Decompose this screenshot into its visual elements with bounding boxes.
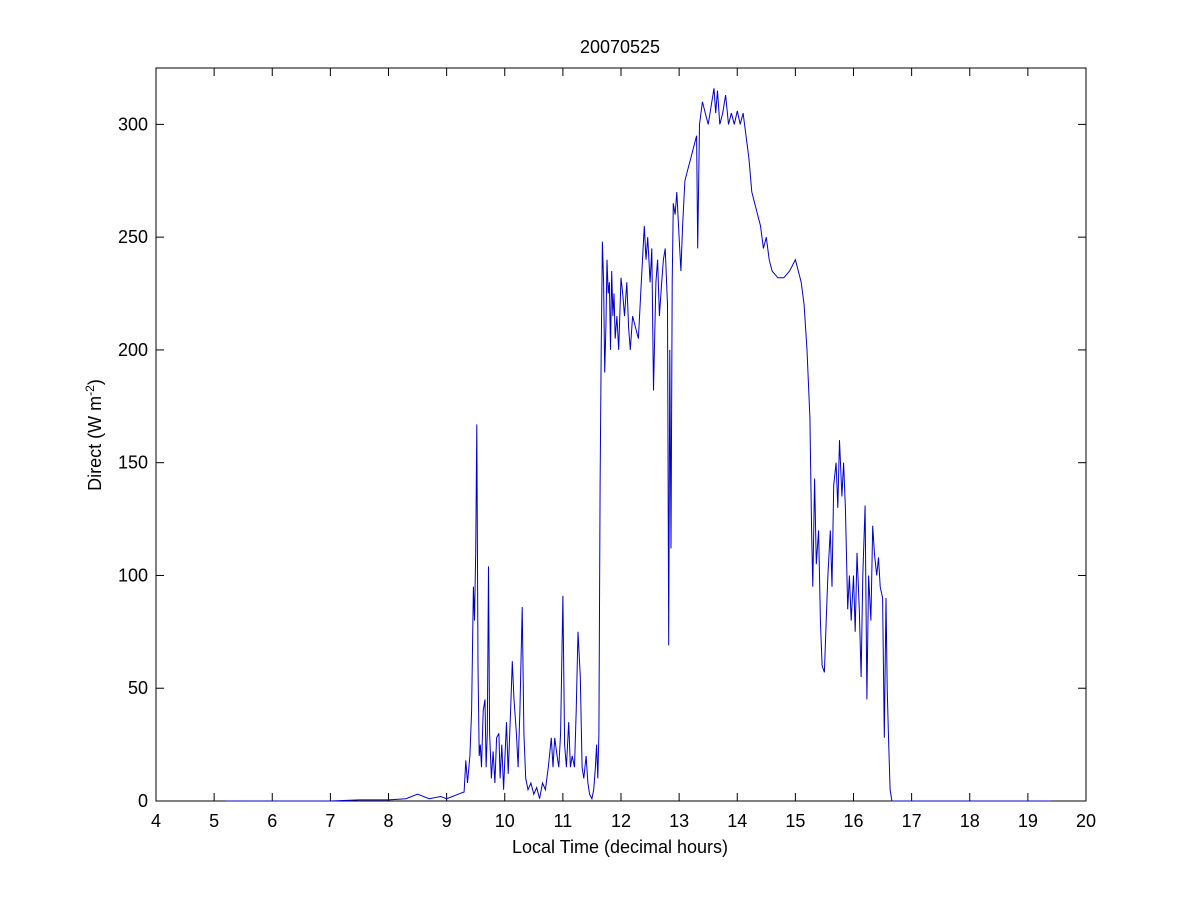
x-tick-label: 7 xyxy=(325,811,335,831)
x-axis: 4 5 6 7 8 9 10 11 12 13 14 15 16 17 18 19 20 xyxy=(151,68,1096,831)
y-tick-label: 200 xyxy=(118,340,148,360)
y-tick-label: 50 xyxy=(128,678,148,698)
y-tick-label: 150 xyxy=(118,453,148,473)
x-tick-label: 6 xyxy=(267,811,277,831)
x-tick-label: 14 xyxy=(727,811,747,831)
x-tick-label: 19 xyxy=(1018,811,1038,831)
y-axis-label-main: Direct (W m xyxy=(85,396,105,491)
y-axis-label: Direct (W m-2) xyxy=(83,379,105,491)
x-tick-label: 9 xyxy=(442,811,452,831)
x-tick-label: 20 xyxy=(1076,811,1096,831)
x-tick-label: 15 xyxy=(785,811,805,831)
y-tick-label: 250 xyxy=(118,227,148,247)
x-tick-label: 16 xyxy=(843,811,863,831)
x-tick-label: 11 xyxy=(554,811,573,831)
y-axis-label-close: ) xyxy=(85,379,105,385)
x-tick-label: 18 xyxy=(960,811,980,831)
chart-title: 20070525 xyxy=(580,37,660,57)
y-tick-label: 100 xyxy=(118,565,148,585)
x-tick-label: 13 xyxy=(669,811,689,831)
series-line-direct xyxy=(225,88,1052,802)
x-tick-label: 4 xyxy=(151,811,161,831)
x-tick-label: 12 xyxy=(611,811,631,831)
x-tick-label: 10 xyxy=(495,811,515,831)
x-axis-label: Local Time (decimal hours) xyxy=(512,837,728,857)
x-tick-label: 5 xyxy=(209,811,219,831)
y-axis-label-superscript: -2 xyxy=(83,385,97,396)
x-tick-label: 8 xyxy=(383,811,393,831)
plot-area-frame xyxy=(155,67,1087,802)
y-axis: 0 50 100 150 200 250 300 xyxy=(118,114,1086,811)
y-tick-label: 0 xyxy=(138,791,148,811)
y-tick-label: 300 xyxy=(118,114,148,134)
x-tick-label: 17 xyxy=(902,811,922,831)
